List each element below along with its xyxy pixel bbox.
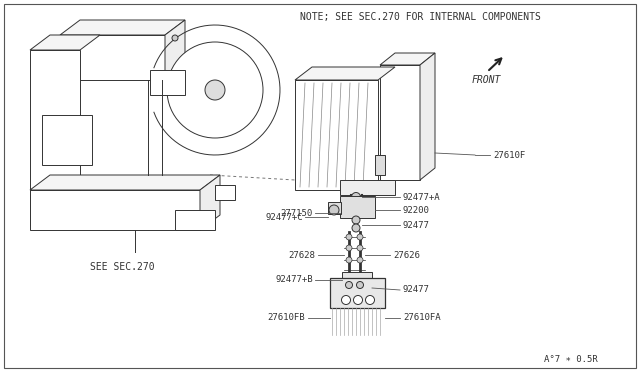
Circle shape [172, 35, 178, 41]
Text: 92477+C: 92477+C [266, 212, 303, 221]
Circle shape [205, 80, 225, 100]
Circle shape [167, 42, 263, 138]
Bar [328, 202, 341, 214]
Text: 27610F: 27610F [493, 151, 525, 160]
Text: A°7 ∗ 0.5R: A°7 ∗ 0.5R [544, 356, 598, 365]
Text: FRONT: FRONT [472, 75, 501, 85]
Circle shape [352, 224, 360, 232]
Circle shape [346, 234, 352, 240]
Polygon shape [340, 180, 395, 195]
Polygon shape [420, 53, 435, 180]
Polygon shape [175, 210, 215, 230]
Text: NOTE; SEE SEC.270 FOR INTERNAL COMPONENTS: NOTE; SEE SEC.270 FOR INTERNAL COMPONENT… [300, 12, 541, 22]
Bar [342, 272, 372, 280]
Text: 27628: 27628 [288, 250, 315, 260]
Text: 27626: 27626 [393, 250, 420, 260]
Polygon shape [165, 20, 185, 80]
Circle shape [357, 257, 363, 263]
Polygon shape [30, 35, 100, 50]
Polygon shape [60, 35, 165, 80]
Circle shape [351, 202, 360, 212]
Circle shape [346, 257, 352, 263]
Text: 27610FB: 27610FB [268, 314, 305, 323]
Bar [330, 278, 385, 308]
Circle shape [351, 192, 360, 202]
Text: SEE SEC.270: SEE SEC.270 [90, 262, 155, 272]
Text: 277150: 277150 [281, 208, 313, 218]
Polygon shape [150, 70, 185, 95]
Text: 92477: 92477 [403, 221, 430, 230]
Circle shape [329, 205, 339, 215]
Circle shape [357, 234, 363, 240]
Circle shape [342, 295, 351, 305]
Polygon shape [30, 50, 80, 225]
Text: 92477: 92477 [403, 285, 430, 295]
Circle shape [365, 295, 374, 305]
Polygon shape [30, 175, 220, 190]
Bar [42, 115, 92, 165]
Polygon shape [295, 80, 378, 190]
Circle shape [353, 295, 362, 305]
Text: 27610FA: 27610FA [403, 314, 440, 323]
Polygon shape [60, 20, 185, 35]
Circle shape [352, 216, 360, 224]
Text: 92477+A: 92477+A [403, 192, 440, 202]
Circle shape [346, 282, 353, 289]
Polygon shape [380, 53, 435, 65]
Circle shape [346, 245, 352, 251]
Polygon shape [375, 155, 385, 175]
Polygon shape [295, 67, 395, 80]
Polygon shape [200, 175, 220, 230]
Polygon shape [380, 65, 420, 180]
Polygon shape [30, 190, 200, 230]
Bar [215, 185, 235, 200]
Text: 92200: 92200 [403, 205, 430, 215]
Circle shape [357, 245, 363, 251]
Bar [340, 196, 375, 218]
Circle shape [356, 282, 364, 289]
Text: 92477+B: 92477+B [275, 276, 313, 285]
